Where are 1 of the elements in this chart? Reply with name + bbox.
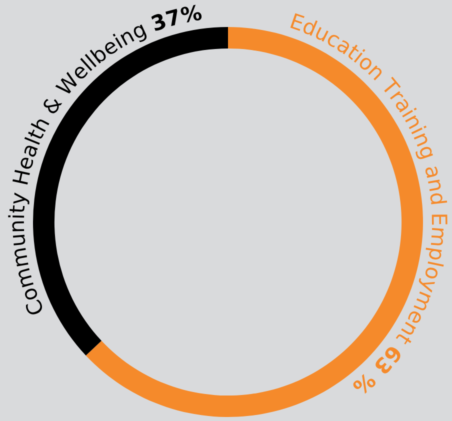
data-label: 37%	[148, 0, 204, 36]
